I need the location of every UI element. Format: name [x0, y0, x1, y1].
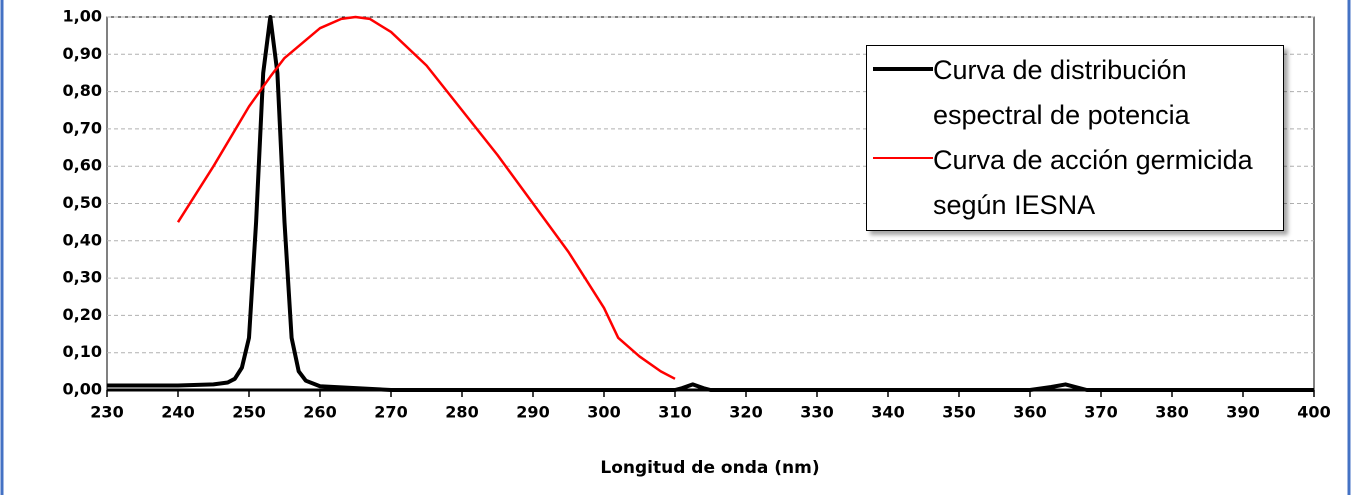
legend-swatch	[873, 138, 933, 178]
x-tick-label: 370	[1084, 403, 1117, 422]
y-tick-label: 0,20	[63, 305, 102, 324]
x-tick-label: 230	[90, 403, 123, 422]
x-tick-label: 290	[516, 403, 549, 422]
x-tick-label: 340	[871, 403, 904, 422]
legend-line	[873, 157, 933, 159]
legend-entry: Curva de acción germicida según IESNA	[867, 138, 1283, 228]
x-tick-label: 240	[161, 403, 194, 422]
legend: Curva de distribución espectral de poten…	[866, 45, 1284, 231]
x-tick-label: 270	[374, 403, 407, 422]
x-tick-label: 390	[1226, 403, 1259, 422]
legend-line	[873, 67, 933, 71]
x-tick-label: 260	[303, 403, 336, 422]
y-tick-label: 0,30	[63, 268, 102, 287]
y-tick-label: 0,90	[63, 44, 102, 63]
x-tick-label: 300	[587, 403, 620, 422]
legend-entry: Curva de distribución espectral de poten…	[867, 48, 1283, 138]
x-tick-label: 380	[1155, 403, 1188, 422]
y-tick-label: 0,10	[63, 342, 102, 361]
legend-swatch	[873, 48, 933, 88]
x-tick-label: 350	[942, 403, 975, 422]
x-tick-label: 310	[658, 403, 691, 422]
y-tick-label: 0,00	[63, 380, 102, 399]
legend-label: Curva de acción germicida según IESNA	[933, 145, 1253, 220]
y-tick-label: 0,60	[63, 156, 102, 175]
y-tick-label: 0,40	[63, 230, 102, 249]
x-tick-label: 280	[445, 403, 478, 422]
y-tick-label: 0,80	[63, 81, 102, 100]
legend-label: Curva de distribución espectral de poten…	[933, 55, 1190, 130]
y-tick-label: 0,70	[63, 118, 102, 137]
x-tick-label: 360	[1013, 403, 1046, 422]
x-axis-title: Longitud de onda (nm)	[600, 458, 819, 478]
x-tick-label: 250	[232, 403, 265, 422]
x-tick-label: 330	[800, 403, 833, 422]
series-line	[107, 15, 1314, 392]
series-line	[176, 15, 676, 380]
x-tick-label: 400	[1297, 403, 1330, 422]
x-tick-label: 320	[729, 403, 762, 422]
y-tick-label: 0,50	[63, 193, 102, 212]
y-tick-label: 1,00	[63, 7, 102, 26]
